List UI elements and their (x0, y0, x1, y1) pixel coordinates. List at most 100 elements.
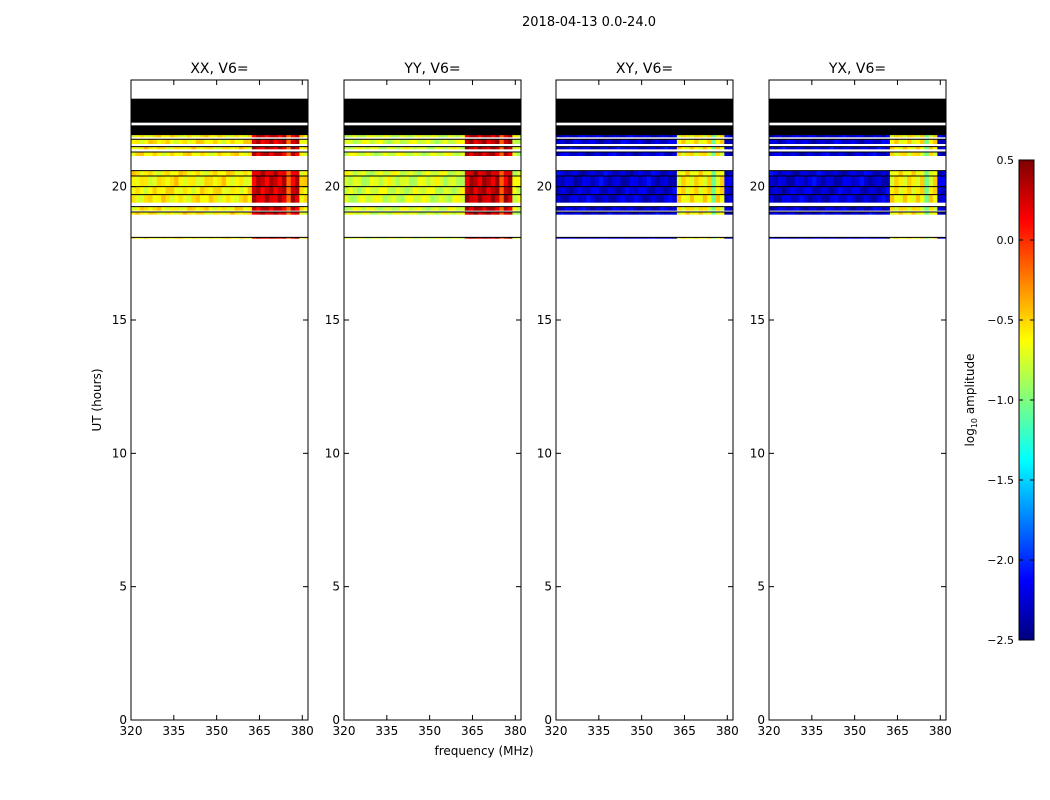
heatmap-cell (260, 176, 266, 187)
heatmap-cell (607, 139, 613, 144)
heatmap-cell (672, 194, 678, 203)
heatmap-cell (646, 152, 652, 156)
heatmap-cell (902, 237, 908, 239)
panel-title: XY, V6= (616, 61, 673, 77)
heatmap-cell (812, 194, 817, 203)
heatmap-cell (928, 176, 934, 187)
y-tick-label: 15 (112, 313, 127, 327)
heatmap-cell (603, 194, 609, 203)
heatmap-cell (256, 206, 261, 211)
heatmap-cell (282, 194, 287, 203)
heatmap-cell (807, 237, 813, 239)
heatmap-cell (894, 237, 899, 239)
heatmap-cell (881, 134, 886, 138)
heatmap-cell (200, 139, 205, 144)
heatmap-cell (655, 237, 661, 239)
heatmap-cell (638, 134, 643, 138)
heatmap-cell (573, 212, 578, 215)
heatmap-cell (577, 170, 583, 176)
heatmap-cell (382, 206, 388, 211)
heatmap-cell (256, 139, 261, 144)
heatmap-cell (694, 237, 699, 239)
heatmap-cell (816, 146, 822, 150)
y-tick-label: 5 (119, 580, 127, 594)
heatmap-cell (365, 237, 371, 239)
heatmap-cell (590, 194, 596, 203)
heatmap-cell (859, 134, 865, 138)
heatmap-cell (902, 139, 908, 144)
heatmap-cell (707, 237, 712, 239)
heatmap-cell (434, 212, 440, 215)
heatmap-cell (642, 134, 648, 138)
heatmap-cell (486, 194, 492, 203)
heatmap-cell (773, 194, 779, 203)
heatmap-cell (208, 206, 214, 211)
heatmap-cell (655, 152, 661, 156)
heatmap-cell (685, 170, 691, 176)
heatmap-cell (672, 152, 678, 156)
heatmap-cell (178, 139, 184, 144)
heatmap-cell (473, 194, 479, 203)
heatmap-cell (607, 212, 613, 215)
heatmap-cell (937, 194, 943, 203)
heatmap-cell (421, 194, 427, 203)
panel-title: YY, V6= (403, 61, 460, 77)
heatmap-cell (148, 134, 153, 138)
heatmap-cell (378, 146, 384, 150)
heatmap-cell (230, 170, 236, 176)
heatmap-cell (361, 212, 366, 215)
heatmap-cell (924, 186, 930, 195)
heatmap-cell (365, 170, 371, 176)
heatmap-cell (169, 134, 175, 138)
heatmap-cell (599, 176, 604, 187)
heatmap-cell (421, 237, 427, 239)
heatmap-cell (430, 237, 436, 239)
heatmap-cell (348, 212, 354, 215)
heatmap-cell (369, 194, 375, 203)
heatmap-cell (807, 206, 813, 211)
heatmap-cell (889, 170, 895, 176)
heatmap-cell (846, 146, 852, 150)
heatmap-cell (165, 176, 171, 187)
heatmap-cell (633, 170, 639, 176)
heatmap-cell (924, 194, 930, 203)
heatmap-cell (512, 186, 518, 195)
heatmap-cell (161, 146, 166, 150)
heatmap-cell (581, 170, 587, 176)
heatmap-cell (247, 146, 253, 150)
heatmap-cell (616, 186, 622, 195)
heatmap-cell (230, 152, 236, 156)
heatmap-cell (352, 146, 358, 150)
heatmap-cell (573, 194, 578, 203)
heatmap-cell (885, 237, 891, 239)
heatmap-cell (816, 212, 822, 215)
heatmap-cell (728, 139, 734, 144)
heatmap-cell (915, 186, 921, 195)
heatmap-cell (859, 194, 865, 203)
heatmap-cell (434, 206, 440, 211)
heatmap-cell (855, 186, 861, 195)
heatmap-cell (143, 176, 149, 187)
heatmap-cell (812, 206, 817, 211)
heatmap-cell (156, 176, 162, 187)
heatmap-cell (391, 194, 397, 203)
heatmap-cell (135, 206, 141, 211)
heatmap-cell (642, 212, 648, 215)
heatmap-cell (387, 134, 392, 138)
heatmap-cell (152, 194, 158, 203)
heatmap-cell (689, 134, 695, 138)
heatmap-cell (902, 186, 908, 195)
heatmap-cell (290, 146, 296, 150)
heatmap-cell (221, 170, 227, 176)
heatmap-cell (786, 212, 791, 215)
heatmap-cell (378, 186, 384, 195)
heatmap-cell (898, 139, 904, 144)
heatmap-cell (131, 212, 136, 215)
heatmap-cell (131, 176, 136, 187)
heatmap-cell (495, 212, 500, 215)
heatmap-cell (928, 139, 934, 144)
heatmap-cell (911, 139, 917, 144)
heatmap-cell (607, 237, 613, 239)
heatmap-cell (413, 206, 418, 211)
